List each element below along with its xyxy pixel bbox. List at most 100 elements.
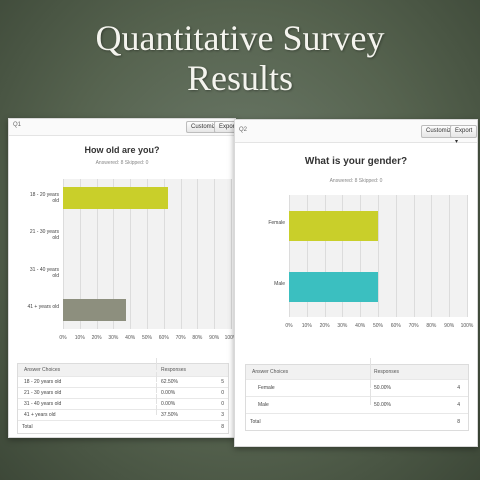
q1-header-responses: Responses bbox=[161, 367, 187, 373]
table-row: 21 - 30 years old 0.00% 0 bbox=[18, 383, 228, 399]
q1-table: Answer Choices Responses 18 - 20 years o… bbox=[17, 358, 229, 434]
q1-chart-x-tick-label: 30% bbox=[108, 335, 119, 341]
q1-row-2-choice: 21 - 30 years old bbox=[24, 390, 62, 396]
q2-chart-gridline bbox=[306, 195, 308, 317]
q2-chart-gridline bbox=[413, 195, 415, 317]
q2-header: Q2 Customize Export ▾ bbox=[235, 120, 477, 145]
q1-header-answer-choices: Answer Choices bbox=[24, 367, 61, 373]
q2-question-title: What is your gender? bbox=[304, 156, 408, 167]
q1-chart-x-tick-label: 40% bbox=[125, 335, 136, 341]
q1-chart-x-tick-label: 90% bbox=[209, 335, 220, 341]
q1-row-3-choice: 31 - 40 years old bbox=[24, 401, 62, 407]
table-row: 31 - 40 years old 0.00% 0 bbox=[18, 394, 228, 410]
q2-chart-category-label: Male bbox=[274, 280, 285, 287]
q1-header: Q1 Customize Export bbox=[9, 119, 235, 136]
table-row: 18 - 20 years old 62.50% 5 bbox=[18, 372, 228, 388]
q1-total-label: Total bbox=[22, 424, 33, 430]
q1-chart-x-tick-label: 100% bbox=[224, 335, 235, 341]
q2-chart-x-tick-label: 100% bbox=[460, 323, 474, 329]
q2-answered-skipped: Answered: 8 Skipped: 0 bbox=[329, 178, 383, 184]
q2-chart-bar bbox=[289, 210, 378, 241]
q1-row-2-percent: 0.00% bbox=[161, 390, 176, 396]
q2-chart-category-label: Female bbox=[268, 219, 285, 226]
q1-chart-x-tick-label: 0% bbox=[59, 335, 67, 341]
q1-chart-gridline bbox=[79, 179, 81, 329]
q2-chart-x-tick-label: 80% bbox=[426, 323, 437, 329]
q2-total-label: Total bbox=[250, 419, 261, 425]
q1-chart-gridline bbox=[147, 179, 148, 329]
q2-chart-gridline bbox=[431, 195, 433, 317]
q1-row-1-choice: 18 - 20 years old bbox=[24, 379, 62, 385]
q2-chart-x-tick-label: 70% bbox=[408, 323, 419, 329]
slide-title: Quantitative Survey Results bbox=[0, 18, 480, 98]
q2-label: Q2 bbox=[239, 127, 248, 133]
q1-panel: Q1 Customize Export How old are you? Ans… bbox=[8, 118, 236, 438]
q2-row-2-choice: Male bbox=[258, 402, 269, 408]
q2-chart-gridline bbox=[324, 195, 326, 317]
q2-row-2-count: 4 bbox=[457, 402, 460, 408]
q1-export-button[interactable]: Export bbox=[214, 121, 235, 133]
q2-row-1-choice: Female bbox=[258, 385, 275, 391]
q2-chart-gridline bbox=[342, 195, 344, 317]
q2-chart-bar bbox=[289, 271, 378, 302]
q1-chart-gridline bbox=[96, 179, 98, 329]
q1-chart-category-label: 21 - 30 years old bbox=[29, 229, 59, 242]
q2-table-header: Answer Choices Responses bbox=[246, 358, 468, 380]
q1-total-count: 8 bbox=[221, 424, 224, 430]
q1-table-total: Total 8 bbox=[18, 421, 228, 433]
q1-chart-gridline bbox=[113, 179, 115, 329]
q2-total-count: 8 bbox=[457, 419, 460, 425]
q2-row-1-percent: 50.00% bbox=[374, 385, 391, 391]
q2-chart-x-tick-label: 30% bbox=[337, 323, 348, 329]
slide-title-line-2: Results bbox=[186, 58, 293, 98]
q2-chart-gridline bbox=[289, 195, 290, 317]
q1-chart-x-tick-label: 20% bbox=[91, 335, 102, 341]
q1-chart-gridline bbox=[63, 179, 64, 329]
q1-answered-skipped: Answered: 8 Skipped: 0 bbox=[95, 160, 149, 166]
q2-header-responses: Responses bbox=[374, 369, 400, 375]
q1-chart-x-tick-label: 80% bbox=[192, 335, 203, 341]
q2-chart-gridline bbox=[360, 195, 362, 317]
q1-question-title: How old are you? bbox=[84, 145, 160, 155]
q2-export-button[interactable]: Export ▾ bbox=[450, 125, 477, 145]
q1-chart-gridline bbox=[130, 179, 132, 329]
q1-chart-category-label: 18 - 20 years old bbox=[29, 191, 59, 204]
q2-chart-gridline bbox=[395, 195, 397, 317]
q2-chart-x-tick-label: 60% bbox=[390, 323, 401, 329]
q1-chart-category-label: 31 - 40 years old bbox=[29, 266, 59, 279]
q1-chart-gridline bbox=[163, 179, 165, 329]
q1-label: Q1 bbox=[13, 122, 22, 128]
q1-table-header: Answer Choices Responses bbox=[18, 358, 228, 377]
table-row: Male 50.00% 4 bbox=[246, 389, 468, 414]
q1-chart-plot-area bbox=[63, 179, 232, 329]
q1-chart-x-tick-label: 70% bbox=[175, 335, 186, 341]
q1-chart-x-tick-label: 10% bbox=[74, 335, 85, 341]
q2-row-1-count: 4 bbox=[457, 385, 460, 391]
table-row: Female 50.00% 4 bbox=[246, 372, 468, 397]
q1-row-4-count: 3 bbox=[221, 412, 224, 418]
q1-row-1-percent: 62.50% bbox=[161, 379, 178, 385]
q2-chart-x-tick-label: 20% bbox=[319, 323, 330, 329]
q1-chart-bar bbox=[63, 186, 168, 209]
q2-row-2-percent: 50.00% bbox=[374, 402, 391, 408]
q1-row-1-count: 5 bbox=[221, 379, 224, 385]
q1-chart-category-label: 41 + years old bbox=[27, 304, 59, 311]
q2-chart-x-tick-label: 50% bbox=[372, 323, 383, 329]
q2-chart-gridline bbox=[449, 195, 451, 317]
q1-chart-x-tick-label: 60% bbox=[158, 335, 169, 341]
table-row: 41 + years old 37.50% 3 bbox=[18, 405, 228, 421]
q1-row-3-count: 0 bbox=[221, 401, 224, 407]
q1-chart-bar bbox=[63, 299, 126, 322]
q1-chart-gridline bbox=[180, 179, 182, 329]
q2-chart-gridline bbox=[378, 195, 379, 317]
q1-chart-gridline bbox=[214, 179, 216, 329]
q2-panel: Q2 Customize Export ▾ What is your gende… bbox=[234, 119, 478, 447]
q1-row-2-count: 0 bbox=[221, 390, 224, 396]
q2-chart-plot-area bbox=[289, 195, 468, 317]
q1-chart-gridline bbox=[231, 179, 232, 329]
q1-row-3-percent: 0.00% bbox=[161, 401, 176, 407]
q2-table-total: Total 8 bbox=[246, 414, 468, 430]
q2-chart-x-tick-label: 0% bbox=[285, 323, 293, 329]
q2-chart-x-tick-label: 40% bbox=[355, 323, 366, 329]
slide-title-line-1: Quantitative Survey bbox=[95, 18, 385, 58]
